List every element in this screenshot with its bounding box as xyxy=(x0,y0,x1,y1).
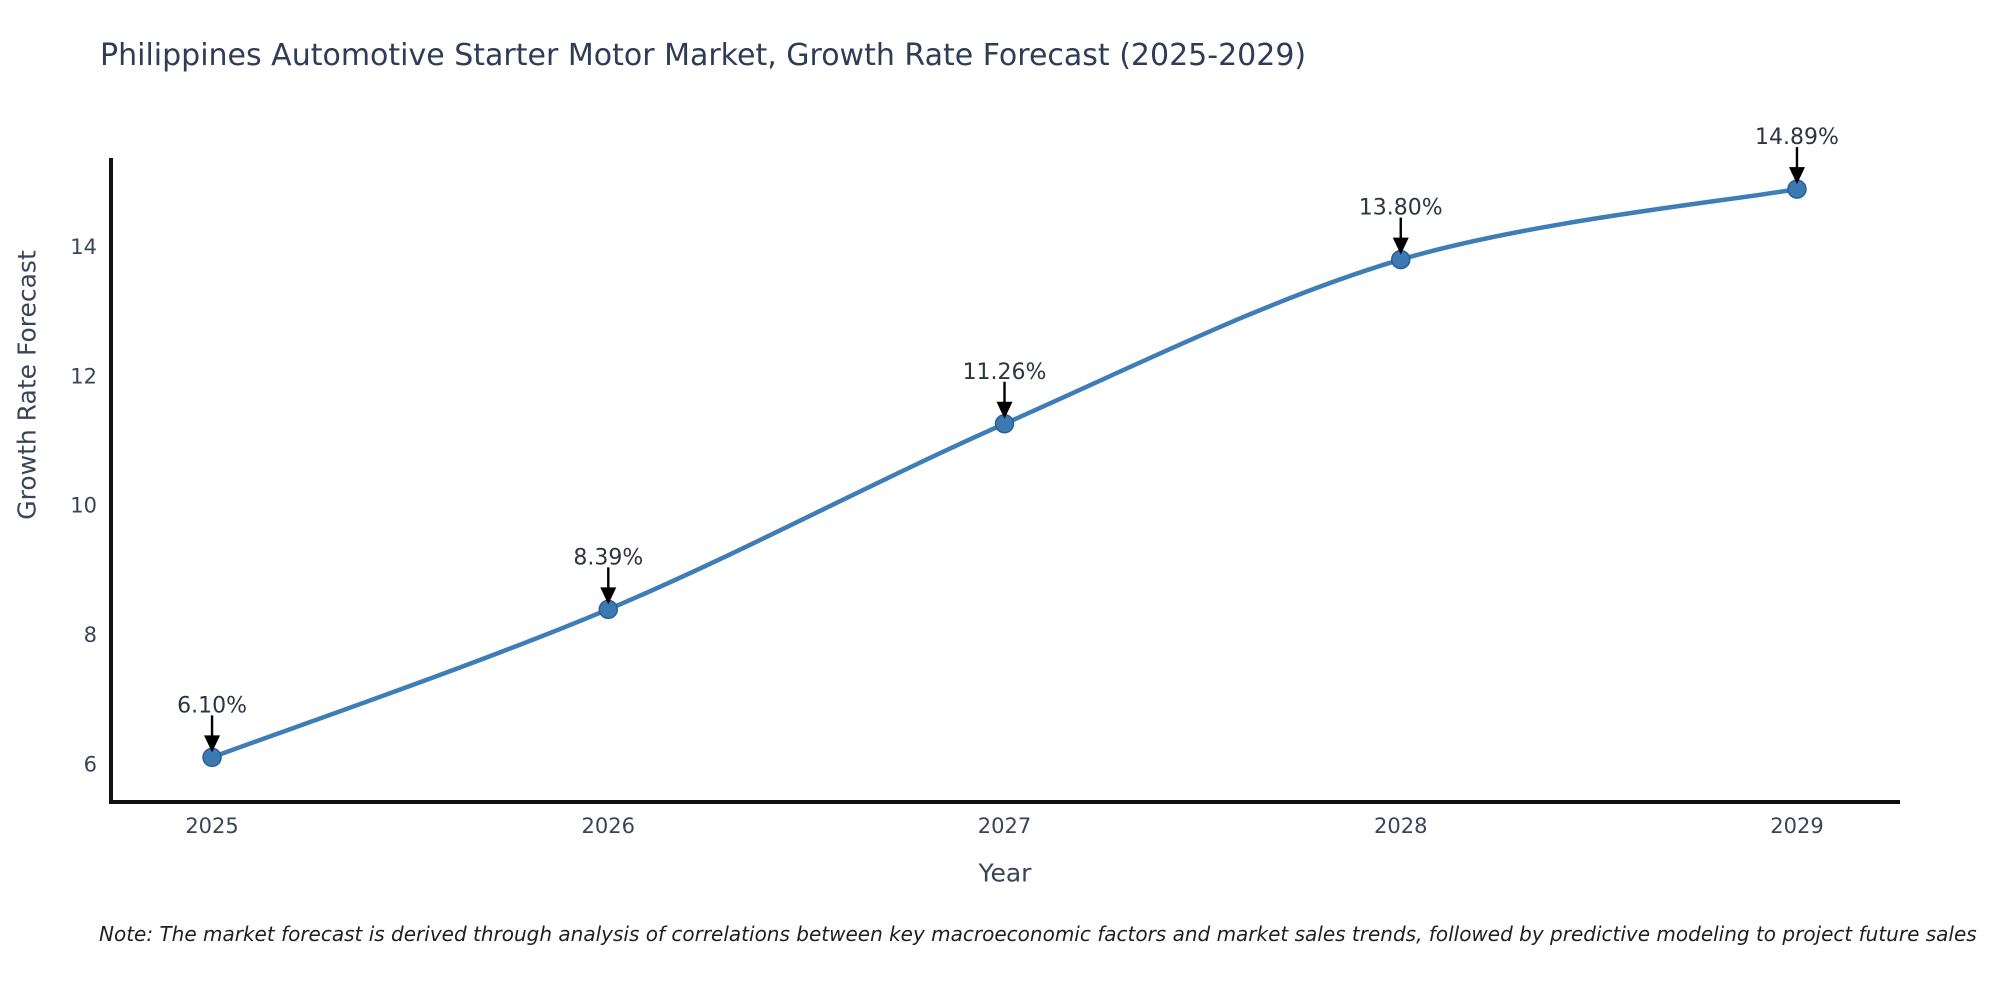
footnote: Note: The market forecast is derived thr… xyxy=(99,922,1977,946)
annotation-arrowhead xyxy=(1788,167,1805,185)
y-tick-label: 8 xyxy=(84,623,97,647)
chart-title: Philippines Automotive Starter Motor Mar… xyxy=(100,38,1307,73)
data-point-label: 13.80% xyxy=(1359,196,1443,221)
x-tick-label: 2027 xyxy=(978,814,1031,838)
annotation-arrowhead xyxy=(1392,237,1409,255)
y-tick-label: 6 xyxy=(84,752,97,776)
x-tick-label: 2029 xyxy=(1770,814,1823,838)
y-tick-label: 12 xyxy=(70,364,97,388)
annotation-arrowhead xyxy=(204,735,221,753)
x-tick-label: 2025 xyxy=(185,814,238,838)
x-axis-title: Year xyxy=(978,858,1032,888)
series-line xyxy=(209,186,1800,760)
x-tick-label: 2026 xyxy=(582,814,635,838)
annotation-arrowhead xyxy=(600,587,617,605)
data-point-label: 6.10% xyxy=(177,693,247,718)
annotation-arrowhead xyxy=(996,401,1013,419)
y-tick-label: 14 xyxy=(70,235,97,259)
data-point-label: 14.89% xyxy=(1755,125,1839,150)
x-tick-label: 2028 xyxy=(1374,814,1427,838)
y-tick-label: 10 xyxy=(70,494,97,518)
data-point-label: 8.39% xyxy=(573,545,643,570)
data-point-label: 11.26% xyxy=(963,360,1047,385)
